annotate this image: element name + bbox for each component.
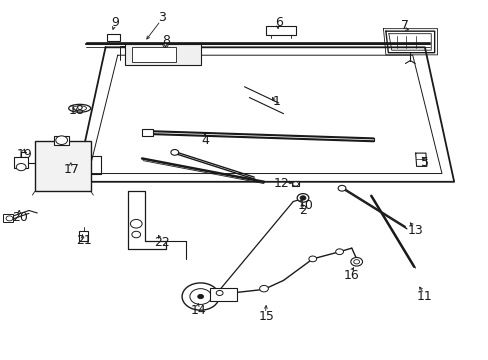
Circle shape [353, 260, 359, 264]
Text: 2: 2 [299, 204, 306, 217]
Bar [14, 157, 28, 168]
Text: 13: 13 [407, 224, 422, 237]
Text: 7: 7 [401, 19, 408, 32]
Bar [54, 136, 69, 145]
Circle shape [350, 257, 362, 266]
Bar [125, 44, 200, 65]
Circle shape [337, 185, 345, 191]
Circle shape [170, 149, 178, 155]
Text: 4: 4 [201, 134, 209, 147]
Text: 22: 22 [153, 236, 169, 249]
Text: 1: 1 [272, 95, 280, 108]
Text: 18: 18 [68, 104, 84, 117]
Circle shape [300, 196, 305, 200]
Text: 3: 3 [157, 12, 165, 24]
Circle shape [308, 256, 316, 262]
Bar [210, 288, 237, 301]
Text: 17: 17 [63, 163, 79, 176]
Bar [132, 46, 176, 62]
Circle shape [297, 194, 308, 202]
Text: 9: 9 [111, 16, 119, 29]
Circle shape [16, 163, 26, 171]
Circle shape [163, 44, 167, 47]
Circle shape [189, 289, 211, 305]
Text: 20: 20 [12, 211, 28, 224]
Text: 8: 8 [162, 33, 170, 47]
Circle shape [56, 136, 67, 144]
Circle shape [182, 283, 219, 310]
Text: 5: 5 [420, 156, 428, 168]
Bar [142, 129, 153, 136]
Circle shape [6, 216, 13, 221]
Bar [266, 26, 295, 35]
Circle shape [130, 220, 142, 228]
Circle shape [335, 249, 343, 255]
Text: 19: 19 [16, 148, 32, 161]
Circle shape [259, 285, 268, 292]
Circle shape [216, 291, 223, 296]
Circle shape [132, 231, 141, 238]
Bar [35, 141, 91, 192]
Circle shape [292, 182, 298, 186]
Circle shape [197, 294, 203, 299]
Bar [3, 215, 13, 222]
Text: 11: 11 [416, 290, 432, 303]
Text: 21: 21 [76, 234, 91, 247]
Text: 16: 16 [343, 269, 359, 282]
Bar [107, 34, 120, 41]
Text: 15: 15 [258, 310, 274, 323]
Text: 10: 10 [297, 199, 313, 212]
Text: 6: 6 [274, 16, 282, 29]
Text: 12: 12 [273, 177, 288, 190]
Text: 14: 14 [190, 305, 205, 318]
Bar [292, 181, 299, 186]
Bar [79, 231, 88, 241]
